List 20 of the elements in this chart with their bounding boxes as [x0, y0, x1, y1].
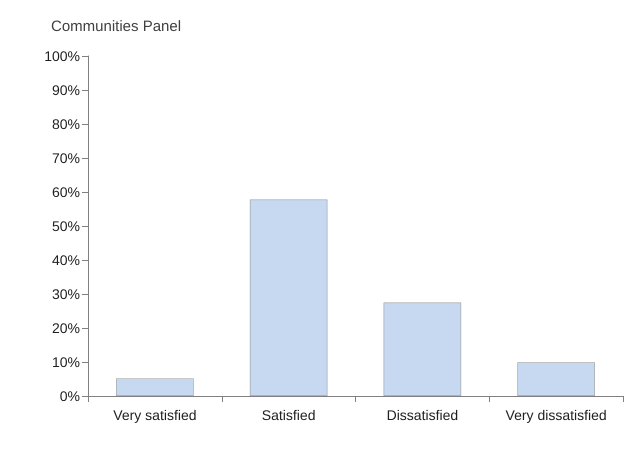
y-tick-label: 100% [44, 48, 80, 64]
y-tick-label: 30% [52, 286, 80, 302]
y-tick-label: 40% [52, 252, 80, 268]
x-tick-label: Satisfied [262, 407, 316, 423]
y-tick-label: 90% [52, 82, 80, 98]
y-tick-label: 80% [52, 116, 80, 132]
y-tick-label: 60% [52, 184, 80, 200]
chart-title: Communities Panel [51, 18, 182, 35]
bar [250, 199, 328, 396]
y-tick-label: 20% [52, 320, 80, 336]
x-tick-label: Very dissatisfied [506, 407, 607, 423]
x-tick-label: Very satisfied [113, 407, 197, 423]
y-tick-label: 70% [52, 150, 80, 166]
bar [384, 302, 462, 396]
y-tick-label: 0% [60, 388, 80, 404]
bar [517, 362, 595, 396]
y-tick-label: 50% [52, 218, 80, 234]
x-tick-label: Dissatisfied [386, 407, 458, 423]
y-tick-label: 10% [52, 354, 80, 370]
bar [116, 378, 194, 396]
